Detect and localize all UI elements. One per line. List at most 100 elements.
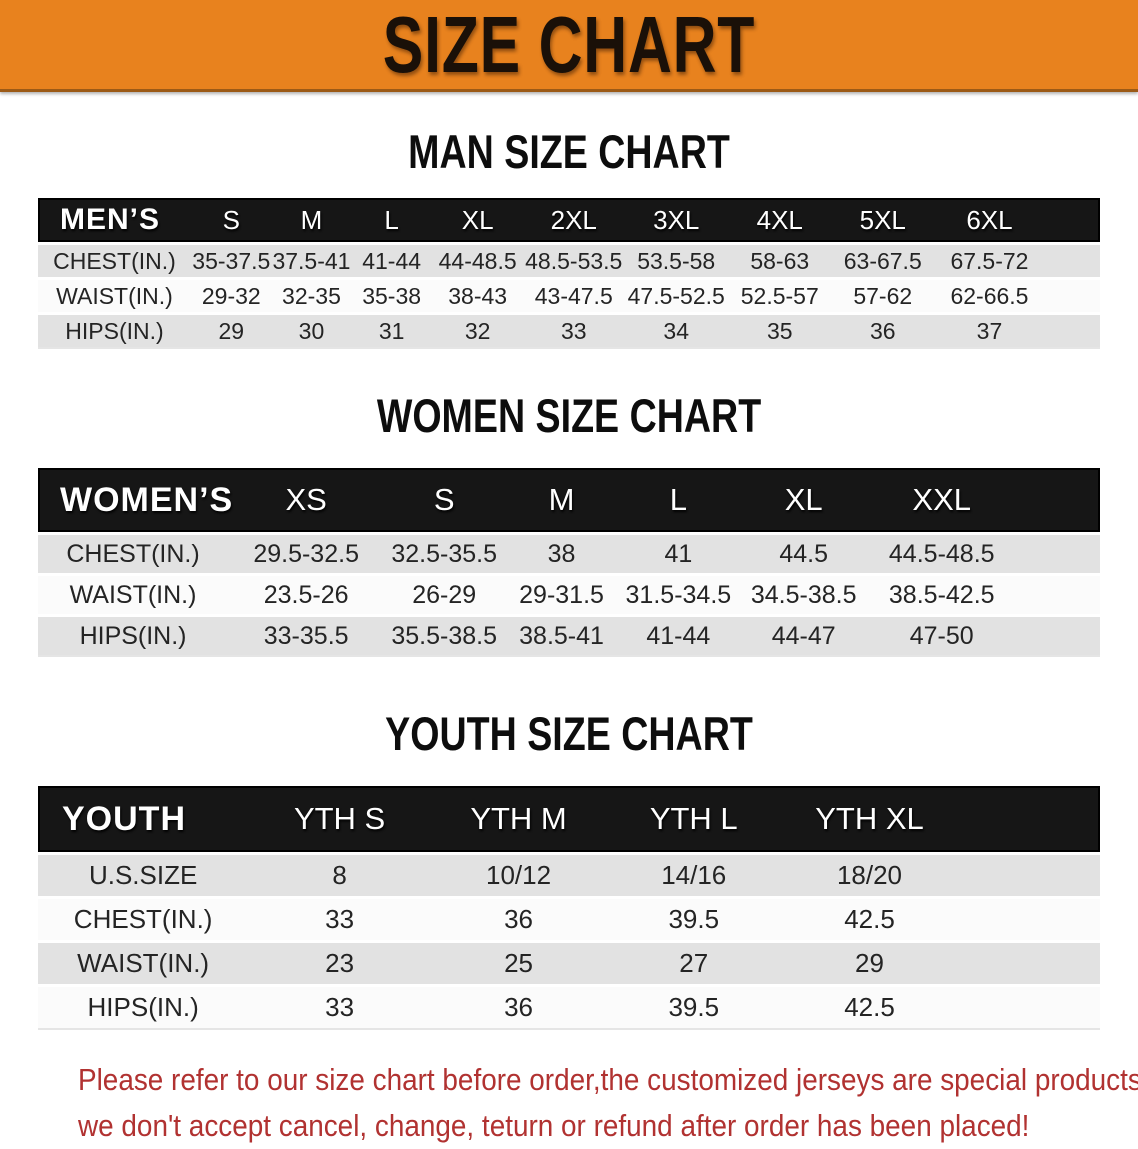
women-col-xs: XS (228, 468, 385, 532)
row-label: U.S.SIZE (38, 855, 249, 896)
youth-group-label: YOUTH (38, 786, 249, 852)
filler-cell (1013, 617, 1100, 655)
filler-cell (1013, 535, 1100, 573)
disclaimer-line-2: we don't accept cancel, change, teturn o… (78, 1108, 1030, 1143)
men-group-label: MEN’S (38, 198, 191, 242)
women-section-title: WOMEN SIZE CHART (376, 389, 762, 442)
cell: 44-47 (737, 617, 870, 655)
youth-ussize-row: U.S.SIZE 8 10/12 14/16 18/20 (38, 855, 1100, 896)
cell: 33 (248, 899, 431, 940)
men-size-table: MEN’S S M L XL 2XL 3XL 4XL 5XL 6XL CHEST… (38, 195, 1100, 350)
youth-waist-row: WAIST(IN.) 23 25 27 29 (38, 943, 1100, 984)
women-hips-row: HIPS(IN.) 33-35.5 35.5-38.5 38.5-41 41-4… (38, 617, 1100, 655)
cell: 41-44 (351, 245, 432, 277)
cell: 36 (831, 315, 935, 347)
men-col-6xl: 6XL (934, 198, 1045, 242)
filler-cell (957, 987, 1100, 1028)
filler-cell (1044, 245, 1100, 277)
cell: 36 (430, 987, 607, 1028)
cell: 32.5-35.5 (384, 535, 505, 573)
cell: 25 (430, 943, 607, 984)
cell: 33-35.5 (228, 617, 385, 655)
women-chest-row: CHEST(IN.) 29.5-32.5 32.5-35.5 38 41 44.… (38, 535, 1100, 573)
cell: 43-47.5 (523, 280, 625, 312)
cell: 29 (190, 315, 272, 347)
filler-cell (1013, 576, 1100, 614)
cell: 31 (351, 315, 432, 347)
banner: SIZE CHART (0, 0, 1138, 92)
women-header-row: WOMEN’S XS S M L XL XXL (38, 468, 1100, 532)
cell: 32 (431, 315, 524, 347)
cell: 26-29 (384, 576, 505, 614)
women-col-m: M (504, 468, 619, 532)
cell: 34.5-38.5 (737, 576, 870, 614)
page-title: SIZE CHART (382, 0, 756, 89)
cell: 39.5 (606, 987, 782, 1028)
cell: 42.5 (781, 899, 958, 940)
cell: 34 (624, 315, 729, 347)
men-waist-row: WAIST(IN.) 29-32 32-35 35-38 38-43 43-47… (38, 280, 1100, 312)
men-col-s: S (190, 198, 272, 242)
cell: 29.5-32.5 (228, 535, 385, 573)
row-label: HIPS(IN.) (38, 987, 249, 1028)
cell: 30 (271, 315, 352, 347)
cell: 53.5-58 (624, 245, 729, 277)
men-col-3xl: 3XL (624, 198, 729, 242)
men-hips-row: HIPS(IN.) 29 30 31 32 33 34 35 36 37 (38, 315, 1100, 347)
cell: 38.5-42.5 (869, 576, 1014, 614)
row-label: HIPS(IN.) (38, 617, 229, 655)
men-header-row: MEN’S S M L XL 2XL 3XL 4XL 5XL 6XL (38, 198, 1100, 242)
cell: 47-50 (869, 617, 1014, 655)
cell: 58-63 (728, 245, 832, 277)
disclaimer: Please refer to our size chart before or… (38, 1057, 1138, 1149)
cell: 35 (728, 315, 832, 347)
cell: 27 (606, 943, 782, 984)
youth-hips-row: HIPS(IN.) 33 36 39.5 42.5 (38, 987, 1100, 1028)
cell: 63-67.5 (831, 245, 935, 277)
men-col-m: M (271, 198, 352, 242)
cell: 42.5 (781, 987, 958, 1028)
women-col-l: L (618, 468, 738, 532)
filler-cell (957, 786, 1100, 852)
men-chest-row: CHEST(IN.) 35-37.5 37.5-41 41-44 44-48.5… (38, 245, 1100, 277)
cell: 29-32 (190, 280, 272, 312)
men-col-5xl: 5XL (831, 198, 935, 242)
cell: 35.5-38.5 (384, 617, 505, 655)
cell: 62-66.5 (934, 280, 1045, 312)
men-section-title: MAN SIZE CHART (408, 125, 730, 178)
filler-cell (957, 943, 1100, 984)
cell: 33 (248, 987, 431, 1028)
row-label: CHEST(IN.) (38, 245, 191, 277)
cell: 31.5-34.5 (618, 576, 738, 614)
cell: 8 (248, 855, 431, 896)
women-col-xl: XL (737, 468, 870, 532)
cell: 18/20 (781, 855, 958, 896)
women-waist-row: WAIST(IN.) 23.5-26 26-29 29-31.5 31.5-34… (38, 576, 1100, 614)
size-chart-content: MAN SIZE CHART MEN’S S M L XL 2XL 3XL 4X… (0, 128, 1138, 1149)
cell: 35-37.5 (190, 245, 272, 277)
cell: 14/16 (606, 855, 782, 896)
row-label: WAIST(IN.) (38, 280, 191, 312)
filler-cell (1044, 198, 1100, 242)
row-label: CHEST(IN.) (38, 899, 249, 940)
row-label: WAIST(IN.) (38, 576, 229, 614)
cell: 39.5 (606, 899, 782, 940)
women-col-xxl: XXL (869, 468, 1014, 532)
cell: 10/12 (430, 855, 607, 896)
cell: 41 (618, 535, 738, 573)
cell: 23.5-26 (228, 576, 385, 614)
cell: 57-62 (831, 280, 935, 312)
men-col-xl: XL (431, 198, 524, 242)
cell: 38 (504, 535, 619, 573)
youth-col-l: YTH L (606, 786, 782, 852)
men-col-2xl: 2XL (523, 198, 625, 242)
filler-cell (957, 855, 1100, 896)
youth-section-title: YOUTH SIZE CHART (385, 707, 753, 760)
cell: 38-43 (431, 280, 524, 312)
cell: 44.5 (737, 535, 870, 573)
cell: 32-35 (271, 280, 352, 312)
cell: 29 (781, 943, 958, 984)
row-label: CHEST(IN.) (38, 535, 229, 573)
cell: 33 (523, 315, 625, 347)
row-label: WAIST(IN.) (38, 943, 249, 984)
